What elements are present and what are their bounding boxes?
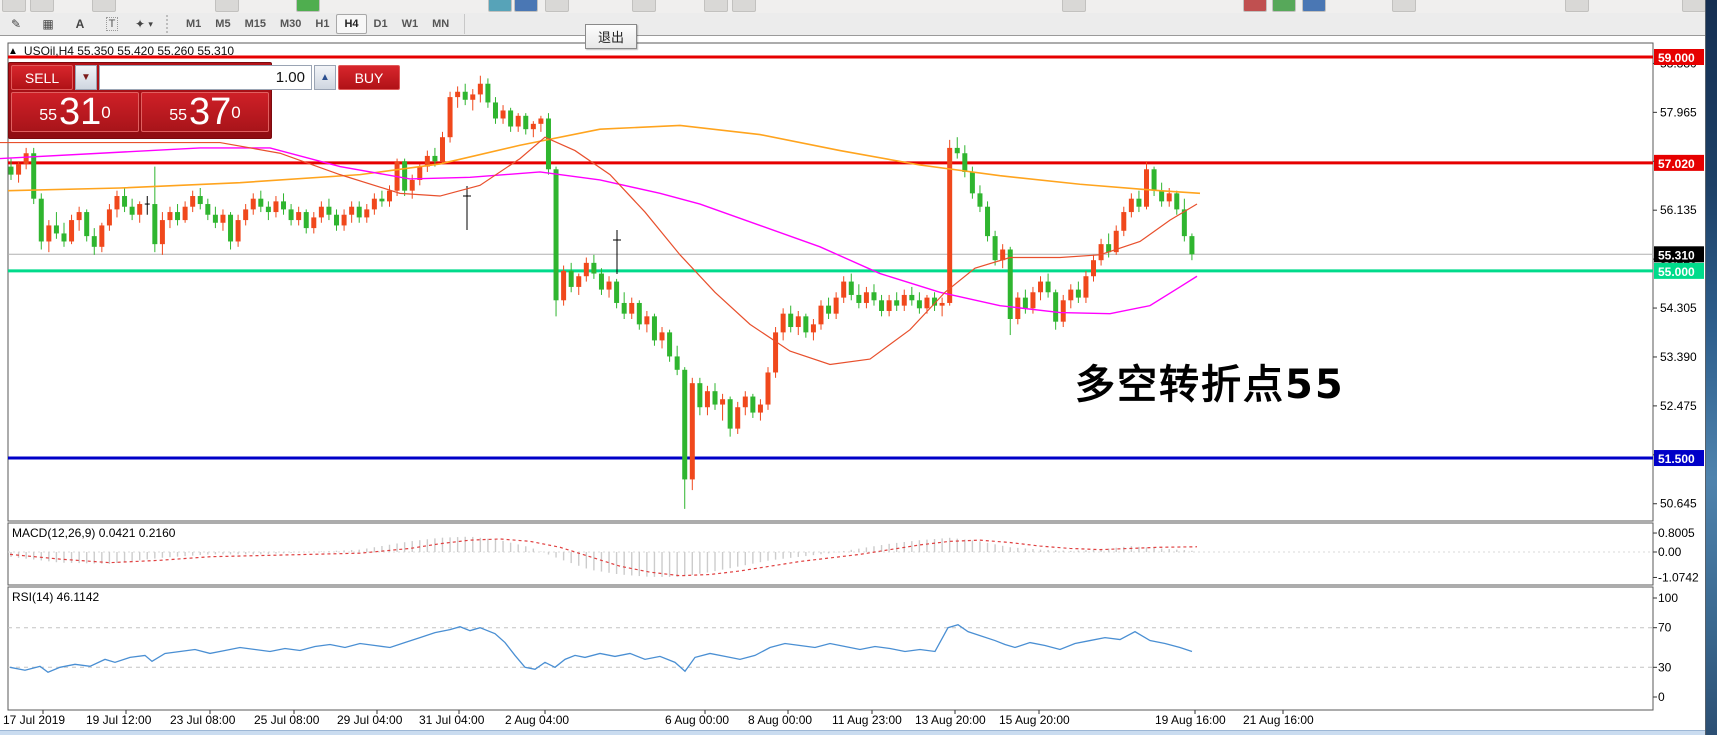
rsi-label: RSI(14) 46.1142 xyxy=(12,590,99,604)
svg-text:70: 70 xyxy=(1658,621,1672,635)
macd-label: MACD(12,26,9) 0.0421 0.2160 xyxy=(12,526,176,540)
toolbar-icon-stub[interactable] xyxy=(1272,0,1296,12)
timeframe-button-h4[interactable]: H4 xyxy=(336,14,367,34)
shapes-icon[interactable]: ✦ ▾ xyxy=(135,17,153,31)
symbol-ohlc-text: USOil,H4 55.350 55.420 55.260 55.310 xyxy=(23,44,235,58)
toolbar-icon-stub[interactable] xyxy=(1565,0,1589,12)
buy-price-small: 55 xyxy=(169,107,188,124)
svg-text:8 Aug 00:00: 8 Aug 00:00 xyxy=(748,713,812,727)
text-label-icon[interactable]: A xyxy=(75,17,85,31)
toolbar-icon-stub[interactable] xyxy=(1392,0,1416,12)
svg-text:29 Jul 04:00: 29 Jul 04:00 xyxy=(337,713,403,727)
toolbar-divider xyxy=(464,14,466,34)
bottom-strip xyxy=(0,730,1705,735)
buy-price-big: 37 xyxy=(189,91,232,133)
volume-decrease-button[interactable]: ▼ xyxy=(75,65,97,90)
chart-toolbar: ✎ ▦ A T ✦ ▾ M1 M5 M15 M30 H1 H4 D1 W1 MN xyxy=(0,13,1705,36)
timeframe-button-m30[interactable]: M30 xyxy=(279,18,302,30)
grid-icon[interactable]: ▦ xyxy=(42,17,54,31)
sell-price-sup: 0 xyxy=(101,103,111,122)
chart-symbol-title: ▲ USOil,H4 55.350 55.420 55.260 55.310 xyxy=(8,44,234,58)
svg-text:100: 100 xyxy=(1658,591,1678,605)
desktop-background-band xyxy=(1705,0,1717,735)
toolbar-icon-stub[interactable] xyxy=(296,0,320,12)
svg-text:0.00: 0.00 xyxy=(1658,545,1682,559)
toolbar-icon-stub[interactable] xyxy=(92,0,116,12)
toolbar-separator xyxy=(166,15,173,33)
buy-button[interactable]: BUY xyxy=(338,65,400,90)
exit-button[interactable]: 退出 xyxy=(585,24,637,49)
svg-text:6 Aug 00:00: 6 Aug 00:00 xyxy=(665,713,729,727)
svg-text:59.000: 59.000 xyxy=(1658,51,1695,65)
one-click-trade-panel: SELL ▼ ▲ BUY 55 31 0 55 37 0 xyxy=(8,62,400,139)
toolbar-icon-stub[interactable] xyxy=(215,0,239,12)
svg-text:-1.0742: -1.0742 xyxy=(1658,570,1699,584)
timeframe-button-h1[interactable]: H1 xyxy=(315,18,330,30)
svg-text:52.475: 52.475 xyxy=(1660,399,1697,413)
svg-text:15 Aug 20:00: 15 Aug 20:00 xyxy=(999,713,1070,727)
buy-price-sup: 0 xyxy=(231,103,241,122)
sell-button[interactable]: SELL xyxy=(11,65,73,90)
sell-price-display[interactable]: 55 31 0 xyxy=(11,92,139,132)
toolbar-icon-stub[interactable] xyxy=(1243,0,1267,12)
chart-annotation-text: 多空转折点55 xyxy=(1075,362,1345,408)
svg-text:23 Jul 08:00: 23 Jul 08:00 xyxy=(170,713,236,727)
volume-increase-button[interactable]: ▲ xyxy=(314,65,336,90)
buy-price-display[interactable]: 55 37 0 xyxy=(141,92,269,132)
svg-text:2 Aug 04:00: 2 Aug 04:00 xyxy=(505,713,569,727)
svg-text:54.305: 54.305 xyxy=(1660,301,1697,315)
toolbar-icon-stub[interactable] xyxy=(514,0,538,12)
indicator-lines-icon[interactable]: ✎ xyxy=(10,17,22,31)
toolbar-icon-stub[interactable] xyxy=(732,0,756,12)
svg-text:19 Jul 12:00: 19 Jul 12:00 xyxy=(86,713,152,727)
svg-text:13 Aug 20:00: 13 Aug 20:00 xyxy=(915,713,986,727)
toolbar-icon-stub[interactable] xyxy=(30,0,54,12)
svg-text:53.390: 53.390 xyxy=(1660,350,1697,364)
svg-text:51.500: 51.500 xyxy=(1658,452,1695,466)
toolbar-icon-stub[interactable] xyxy=(1062,0,1086,12)
timeframe-button-m5[interactable]: M5 xyxy=(215,18,231,30)
svg-text:55.310: 55.310 xyxy=(1658,248,1695,262)
toolbar-icon-stub[interactable] xyxy=(704,0,728,12)
svg-text:0: 0 xyxy=(1658,690,1665,704)
volume-input[interactable] xyxy=(99,65,312,90)
svg-text:17 Jul 2019: 17 Jul 2019 xyxy=(3,713,65,727)
sell-price-big: 31 xyxy=(59,91,102,133)
svg-text:30: 30 xyxy=(1658,660,1672,674)
svg-text:55.000: 55.000 xyxy=(1658,265,1695,279)
toolbar-icon-stub[interactable] xyxy=(1302,0,1326,12)
toolbar-icon-stub[interactable] xyxy=(2,0,26,12)
top-toolbar-row xyxy=(0,0,1706,14)
svg-text:19 Aug 16:00: 19 Aug 16:00 xyxy=(1155,713,1226,727)
svg-text:50.645: 50.645 xyxy=(1660,497,1697,511)
svg-text:0.8005: 0.8005 xyxy=(1658,526,1695,540)
timeframe-button-d1[interactable]: D1 xyxy=(373,18,388,30)
svg-text:21 Aug 16:00: 21 Aug 16:00 xyxy=(1243,713,1314,727)
toolbar-icon-stub[interactable] xyxy=(488,0,512,12)
timeframe-button-m1[interactable]: M1 xyxy=(186,18,202,30)
timeframe-button-m15[interactable]: M15 xyxy=(244,18,266,30)
svg-text:56.135: 56.135 xyxy=(1660,203,1697,217)
svg-text:57.965: 57.965 xyxy=(1660,105,1697,119)
toolbar-icon-stub[interactable] xyxy=(632,0,656,12)
svg-text:31 Jul 04:00: 31 Jul 04:00 xyxy=(419,713,485,727)
svg-text:57.020: 57.020 xyxy=(1658,157,1695,171)
sell-price-small: 55 xyxy=(39,107,58,124)
toolbar-icon-stub[interactable] xyxy=(545,0,569,12)
text-box-icon[interactable]: T xyxy=(97,15,127,33)
symbol-marker-icon: ▲ xyxy=(8,45,18,57)
svg-text:25 Jul 08:00: 25 Jul 08:00 xyxy=(254,713,320,727)
timeframe-button-mn[interactable]: MN xyxy=(432,18,450,30)
svg-text:11 Aug 23:00: 11 Aug 23:00 xyxy=(832,713,902,727)
timeframe-button-w1[interactable]: W1 xyxy=(401,18,419,30)
